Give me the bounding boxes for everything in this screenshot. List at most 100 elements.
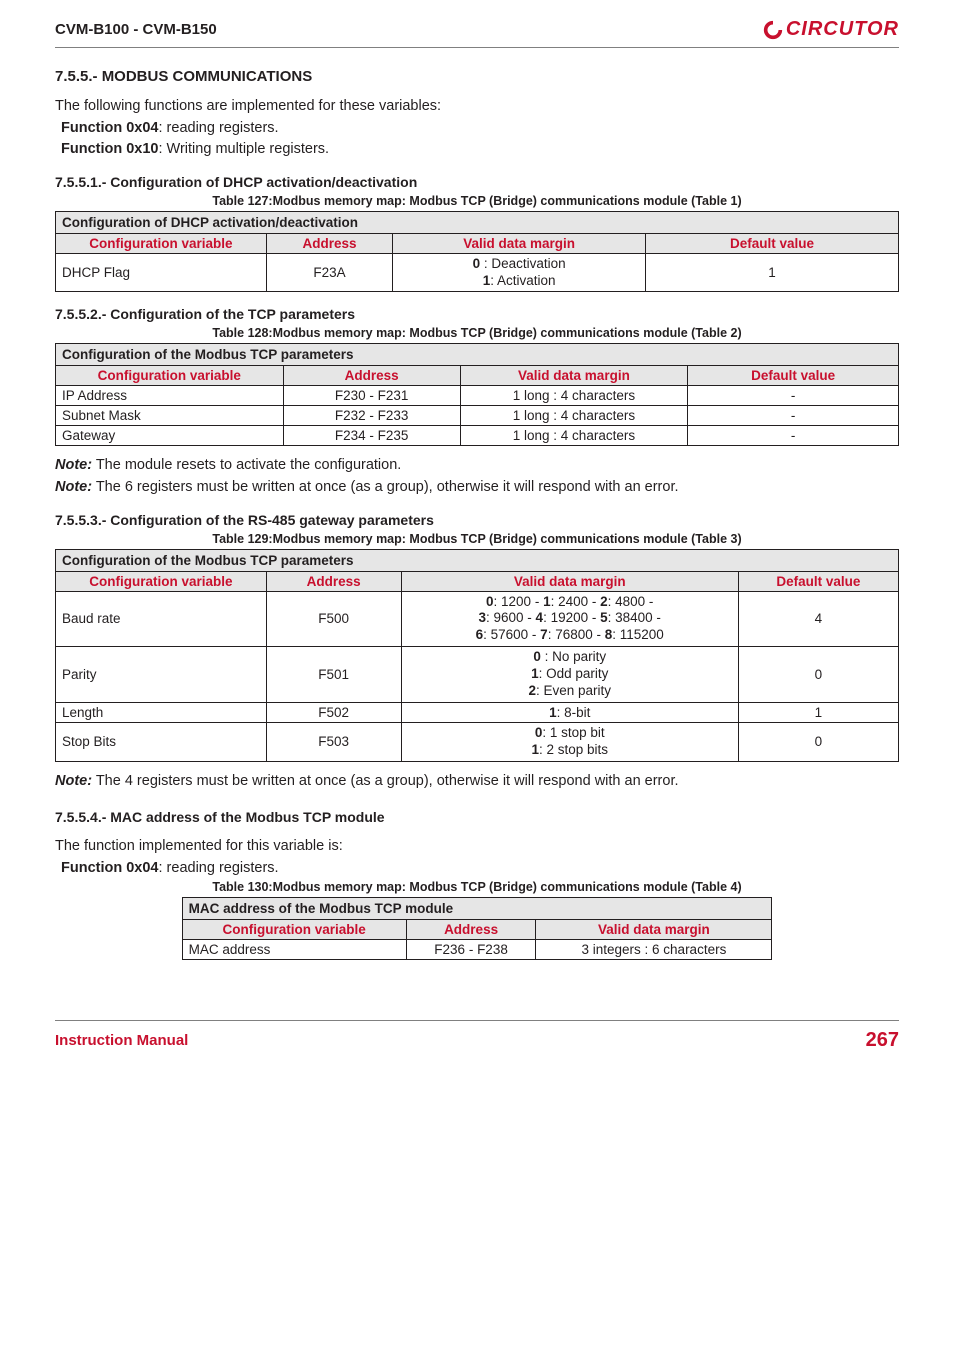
col-header: Valid data margin bbox=[460, 366, 688, 386]
cell-var: MAC address bbox=[182, 940, 406, 960]
subheading-tcp: 7.5.5.2.- Configuration of the TCP param… bbox=[55, 306, 899, 322]
opt-key: 1 bbox=[531, 742, 539, 757]
note-label: Note: bbox=[55, 479, 92, 495]
section-heading-modbus: 7.5.5.- MODBUS COMMUNICATIONS bbox=[55, 68, 899, 85]
opt-key: 0 bbox=[473, 256, 481, 271]
cell-addr: F232 - F233 bbox=[283, 406, 460, 426]
note-line: Note: The module resets to activate the … bbox=[55, 456, 899, 476]
col-header: Configuration variable bbox=[56, 571, 267, 591]
opt-val: : Activation bbox=[490, 273, 555, 288]
opt-val: : 1200 - bbox=[494, 594, 544, 609]
table-mac: MAC address of the Modbus TCP module Con… bbox=[182, 897, 773, 960]
mac-intro: The function implemented for this variab… bbox=[55, 837, 899, 857]
col-header: Valid data margin bbox=[393, 233, 646, 253]
table-mac-title: MAC address of the Modbus TCP module bbox=[182, 898, 772, 920]
subheading-dhcp: 7.5.5.1.- Configuration of DHCP activati… bbox=[55, 174, 899, 190]
col-header: Address bbox=[406, 920, 536, 940]
func-0x10-label: Function 0x10 bbox=[61, 141, 159, 157]
opt-key: 4 bbox=[536, 610, 544, 625]
opt-key: 0 bbox=[486, 594, 494, 609]
opt-key: 7 bbox=[540, 627, 548, 642]
opt-val: : No parity bbox=[541, 649, 606, 664]
table-row: MAC address F236 - F238 3 integers : 6 c… bbox=[182, 940, 772, 960]
opt-key: 3 bbox=[479, 610, 487, 625]
table-rs485: Configuration of the Modbus TCP paramete… bbox=[55, 549, 899, 762]
cell-addr: F23A bbox=[266, 253, 392, 292]
table-row: Subnet Mask F232 - F233 1 long : 4 chara… bbox=[56, 406, 899, 426]
cell-addr: F236 - F238 bbox=[406, 940, 536, 960]
cell-default: - bbox=[688, 426, 899, 446]
note-line: Note: The 6 registers must be written at… bbox=[55, 478, 899, 498]
opt-key: 1 bbox=[549, 705, 557, 720]
table-128-caption: Table 128:Modbus memory map: Modbus TCP … bbox=[55, 326, 899, 340]
col-header: Configuration variable bbox=[182, 920, 406, 940]
cell-var: DHCP Flag bbox=[56, 253, 267, 292]
opt-key: 5 bbox=[600, 610, 608, 625]
col-header: Default value bbox=[646, 233, 899, 253]
cell-margin: 1: 8-bit bbox=[401, 702, 738, 722]
cell-var: Parity bbox=[56, 647, 267, 703]
opt-val: : 1 stop bit bbox=[542, 725, 604, 740]
opt-key: 1 bbox=[531, 666, 539, 681]
opt-val: : 2400 - bbox=[551, 594, 601, 609]
footer-page-number: 267 bbox=[866, 1029, 899, 1052]
func-0x10-line: Function 0x10: Writing multiple register… bbox=[55, 140, 899, 160]
col-header: Valid data margin bbox=[536, 920, 772, 940]
col-header: Default value bbox=[688, 366, 899, 386]
table-127-caption: Table 127:Modbus memory map: Modbus TCP … bbox=[55, 194, 899, 208]
func-0x04-label: Function 0x04 bbox=[61, 860, 159, 876]
cell-var: Subnet Mask bbox=[56, 406, 284, 426]
col-header: Configuration variable bbox=[56, 366, 284, 386]
opt-val: : 76800 - bbox=[548, 627, 605, 642]
func-0x04-line: Function 0x04: reading registers. bbox=[55, 119, 899, 139]
table-row: Configuration variable Address Valid dat… bbox=[56, 233, 899, 253]
intro-text: The following functions are implemented … bbox=[55, 97, 899, 117]
cell-margin: 0: 1200 - 1: 2400 - 2: 4800 - 3: 9600 - … bbox=[401, 591, 738, 647]
cell-addr: F503 bbox=[266, 722, 401, 761]
table-row: Configuration variable Address Valid dat… bbox=[182, 920, 772, 940]
note-text: The 4 registers must be written at once … bbox=[92, 773, 678, 789]
cell-var: Length bbox=[56, 702, 267, 722]
cell-addr: F500 bbox=[266, 591, 401, 647]
cell-var: IP Address bbox=[56, 386, 284, 406]
cell-margin: 0 : No parity 1: Odd parity 2: Even pari… bbox=[401, 647, 738, 703]
table-row: DHCP Flag F23A 0 : Deactivation 1: Activ… bbox=[56, 253, 899, 292]
circutor-icon bbox=[762, 19, 784, 41]
opt-key: 6 bbox=[476, 627, 484, 642]
brand-text: CIRCUTOR bbox=[786, 18, 899, 41]
opt-val: : 115200 bbox=[612, 627, 664, 642]
opt-val: : 9600 - bbox=[486, 610, 536, 625]
opt-key: 1 bbox=[543, 594, 551, 609]
note-label: Note: bbox=[55, 773, 92, 789]
table-row: Stop Bits F503 0: 1 stop bit 1: 2 stop b… bbox=[56, 722, 899, 761]
col-header: Address bbox=[266, 571, 401, 591]
col-header: Address bbox=[266, 233, 392, 253]
cell-margin: 0 : Deactivation 1: Activation bbox=[393, 253, 646, 292]
cell-default: - bbox=[688, 386, 899, 406]
table-row: Parity F501 0 : No parity 1: Odd parity … bbox=[56, 647, 899, 703]
footer-label: Instruction Manual bbox=[55, 1032, 188, 1049]
opt-val: : 2 stop bits bbox=[539, 742, 608, 757]
table-row: Configuration variable Address Valid dat… bbox=[56, 571, 899, 591]
doc-title: CVM-B100 - CVM-B150 bbox=[55, 21, 217, 38]
brand-logo: CIRCUTOR bbox=[762, 18, 899, 41]
cell-margin: 1 long : 4 characters bbox=[460, 406, 688, 426]
cell-addr: F502 bbox=[266, 702, 401, 722]
note-label: Note: bbox=[55, 457, 92, 473]
opt-val: : 38400 - bbox=[608, 610, 661, 625]
table-rs485-title: Configuration of the Modbus TCP paramete… bbox=[56, 549, 899, 571]
table-row: Gateway F234 - F235 1 long : 4 character… bbox=[56, 426, 899, 446]
mac-func-line: Function 0x04: reading registers. bbox=[55, 859, 899, 879]
cell-default: 4 bbox=[738, 591, 898, 647]
cell-margin: 3 integers : 6 characters bbox=[536, 940, 772, 960]
col-header: Default value bbox=[738, 571, 898, 591]
cell-margin: 1 long : 4 characters bbox=[460, 426, 688, 446]
col-header: Configuration variable bbox=[56, 233, 267, 253]
opt-key: 0 bbox=[533, 649, 541, 664]
opt-val: : Even parity bbox=[536, 683, 611, 698]
table-dhcp-title: Configuration of DHCP activation/deactiv… bbox=[56, 211, 899, 233]
table-row: IP Address F230 - F231 1 long : 4 charac… bbox=[56, 386, 899, 406]
cell-addr: F230 - F231 bbox=[283, 386, 460, 406]
cell-addr: F501 bbox=[266, 647, 401, 703]
opt-key: 2 bbox=[600, 594, 608, 609]
